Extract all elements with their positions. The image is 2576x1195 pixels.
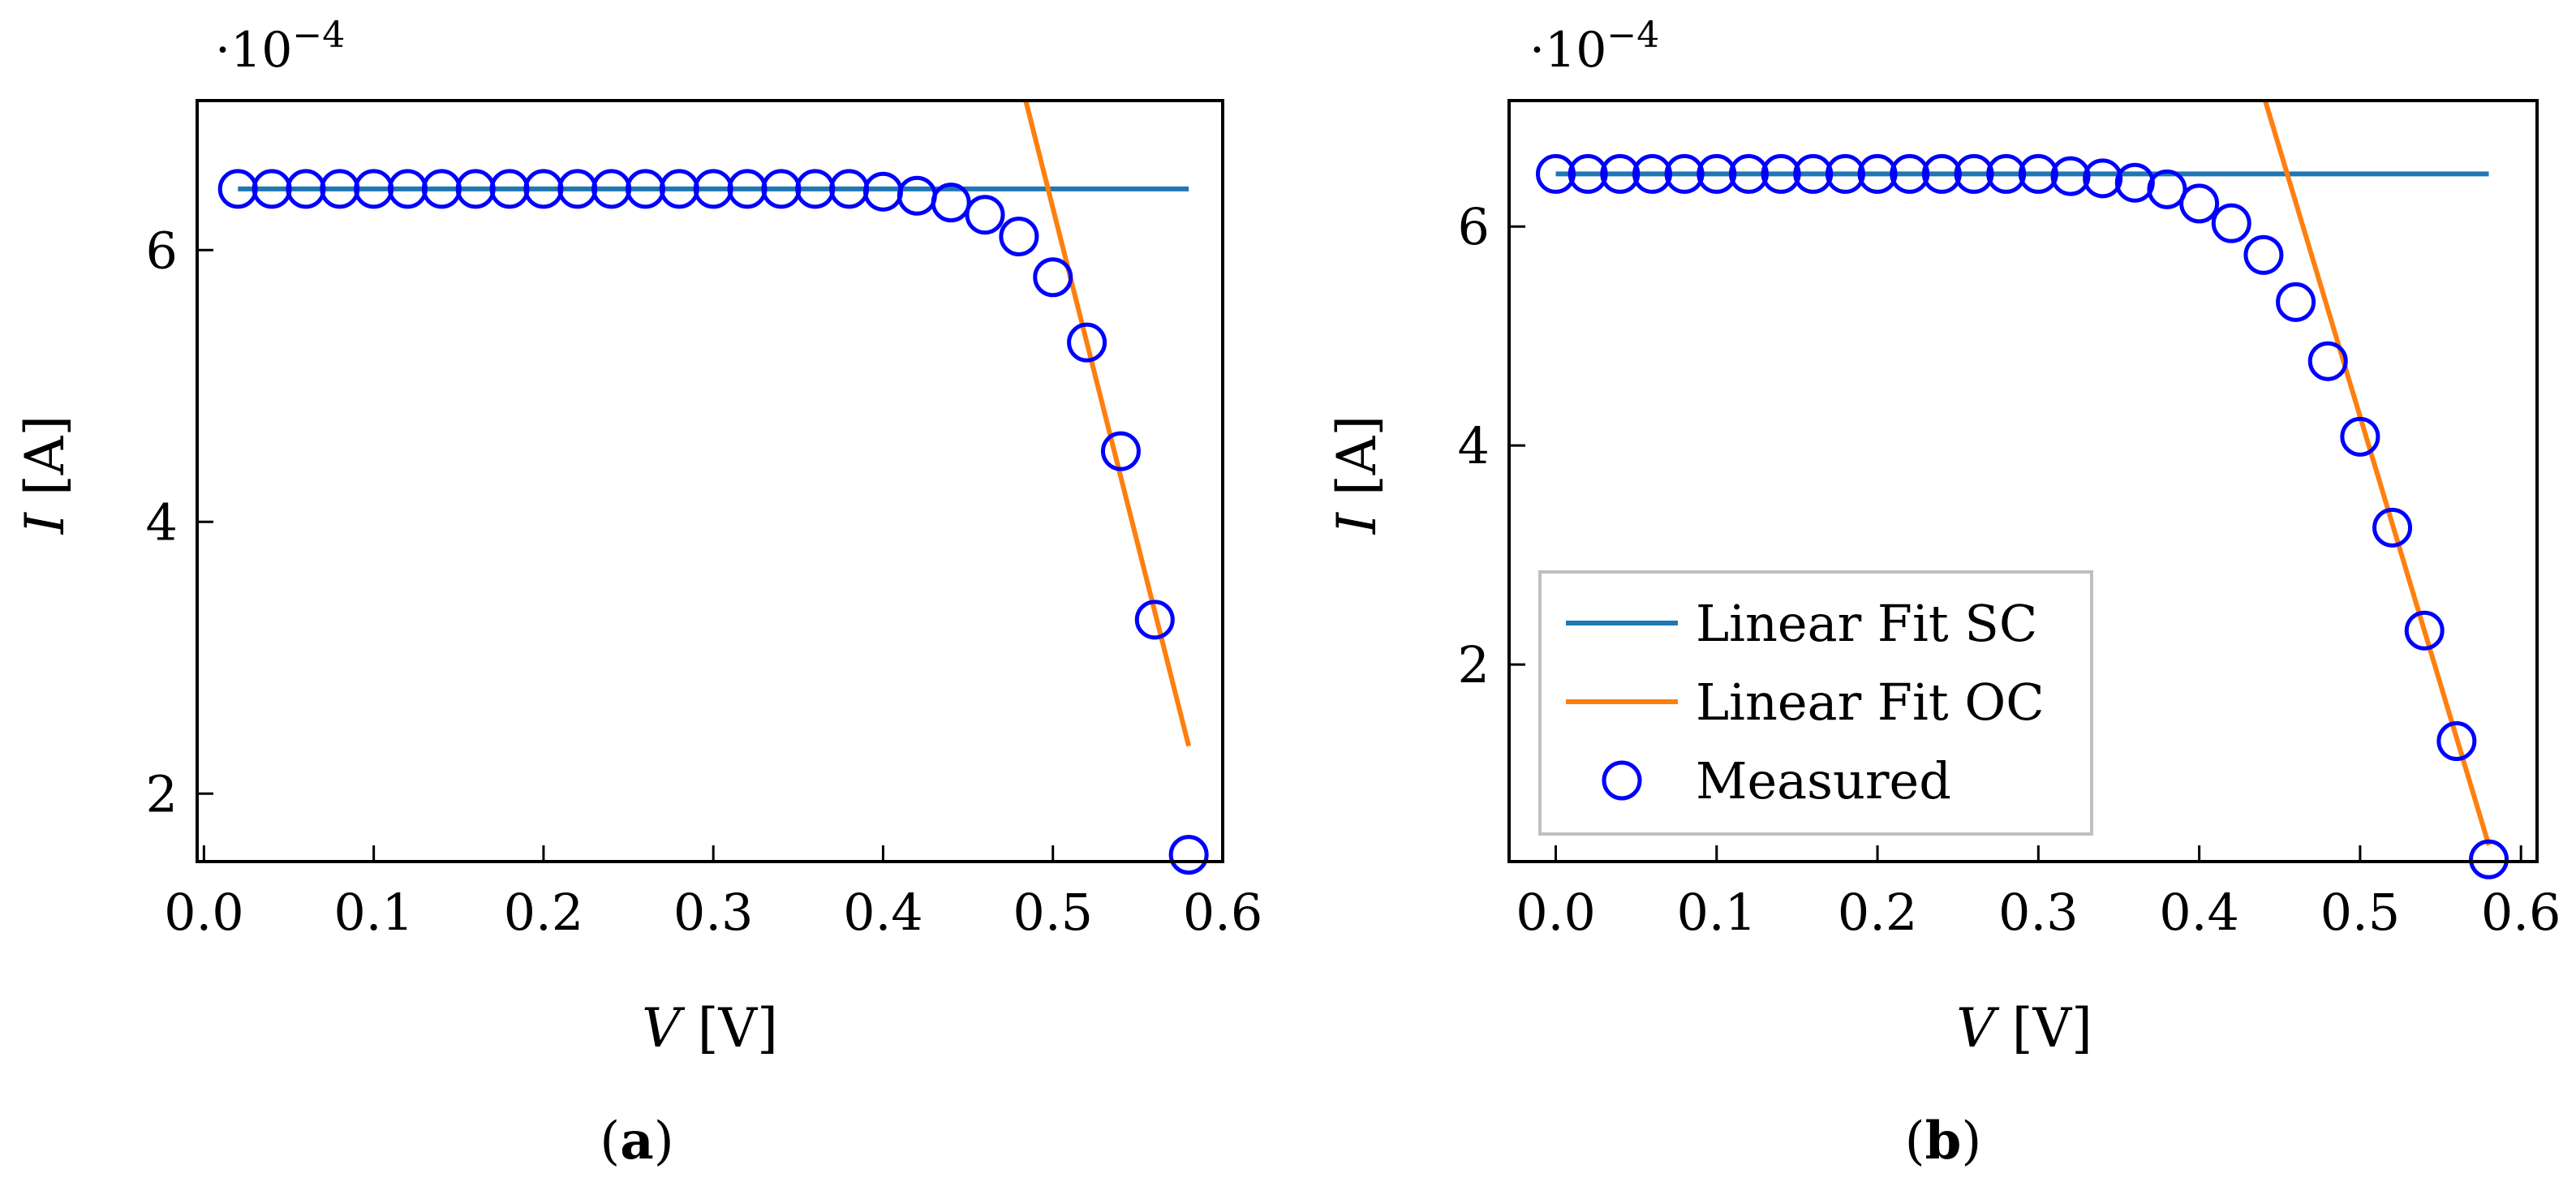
measured-point-b-15 [2018,153,2058,194]
x-tick-label-b-0.2: 0.2 [1838,883,1918,942]
measured-point-b-2 [1600,153,1641,194]
caption-b: (b) [1905,1111,1982,1171]
legend-b: Linear Fit SC Linear Fit OC Measured [1538,570,2093,836]
measured-point-b-11 [1890,153,1930,194]
linear-fit-oc-line-a [1023,100,1192,747]
y-multiplier-a: ·10−4 [215,15,345,79]
x-axis-label-a: V [V] [642,997,778,1060]
x-axis-label-b: V [V] [1956,997,2092,1060]
measured-point-b-6 [1728,153,1769,194]
measured-point-b-21 [2211,203,2251,243]
measured-point-a-23 [999,217,1039,256]
measured-point-b-12 [1921,153,1962,194]
x-tick-label-a-0.3: 0.3 [673,883,754,942]
x-tick-label-b-0.3: 0.3 [1998,883,2079,942]
measured-point-b-26 [2372,507,2413,548]
measured-points-b [1536,153,2509,879]
y-ticks-a: 2 4 6 [146,221,213,823]
measured-point-b-14 [1986,153,2027,194]
x-tick-label-a-0.4: 0.4 [843,883,923,942]
measured-point-b-29 [2469,839,2509,879]
y-tick-label-b-4: 4 [1458,416,1490,475]
x-tick-label-b-0.0: 0.0 [1516,883,1596,942]
y-axis-label-a: I [A] [14,415,76,535]
plot-frame-a [196,99,1224,863]
linear-fit-oc-line-b [2263,100,2492,846]
x-tick-label-a-0.6: 0.6 [1183,883,1263,942]
panel-b: ·10−4 2 4 6 0.0 0.1 0.2 0.3 0.4 0.5 0.6 Linear F… [1326,15,2561,1171]
measured-point-b-0 [1536,153,1576,194]
fit-lines-a [238,100,1192,747]
x-tick-label-b-0.5: 0.5 [2320,883,2401,942]
measured-point-b-8 [1793,153,1834,194]
measured-point-b-4 [1664,153,1705,194]
measured-point-b-22 [2243,234,2284,275]
x-tick-label-a-0.0: 0.0 [164,883,244,942]
measured-point-a-27 [1134,600,1175,640]
measured-point-b-18 [2114,162,2155,203]
x-tick-label-a-0.1: 0.1 [333,883,414,942]
measured-point-a-26 [1100,431,1141,471]
measured-point-b-19 [2147,169,2187,209]
legend-label-sc: Linear Fit SC [1696,594,2037,653]
y-multiplier-b: ·10−4 [1529,15,1659,79]
y-tick-label-a-2: 2 [146,764,178,823]
measured-point-b-5 [1697,153,1737,194]
x-tick-label-b-0.6: 0.6 [2481,883,2561,942]
legend-label-measured: Measured [1696,751,1951,810]
y-tick-label-b-6: 6 [1458,197,1490,256]
x-tick-label-a-0.5: 0.5 [1013,883,1093,942]
measured-point-b-24 [2307,341,2348,381]
caption-a: (a) [600,1111,673,1171]
x-ticks-a: 0.0 0.1 0.2 0.3 0.4 0.5 0.6 [164,845,1262,942]
measured-point-b-10 [1857,153,1898,194]
measured-point-a-25 [1067,322,1107,363]
measured-point-b-1 [1568,153,1608,194]
legend-label-oc: Linear Fit OC [1696,673,2045,732]
measured-point-b-16 [2050,156,2091,196]
measured-point-b-28 [2436,721,2477,762]
measured-point-b-13 [1954,153,1994,194]
measured-point-a-28 [1168,835,1209,875]
y-tick-label-b-2: 2 [1458,635,1490,694]
plot-frame-b [1507,99,2539,863]
measured-point-b-17 [2083,158,2123,199]
x-ticks-b: 0.0 0.1 0.2 0.3 0.4 0.5 0.6 [1516,845,2561,942]
y-ticks-b: 2 4 6 [1458,197,1525,694]
x-tick-label-b-0.1: 0.1 [1676,883,1757,942]
measured-point-a-21 [931,183,971,223]
x-tick-label-a-0.2: 0.2 [504,883,584,942]
legend-marker-measured [1602,760,1642,801]
measured-point-b-9 [1825,153,1865,194]
measured-point-b-25 [2340,416,2380,457]
y-axis-label-b: I [A] [1326,415,1388,535]
measured-point-b-20 [2179,183,2220,224]
y-tick-label-a-6: 6 [146,221,178,280]
measured-point-b-7 [1761,153,1801,194]
measured-point-b-3 [1632,153,1672,194]
measured-point-a-22 [965,195,1005,235]
y-tick-label-a-4: 4 [146,492,178,552]
measured-point-b-27 [2404,610,2445,651]
measured-point-b-23 [2276,282,2316,322]
x-tick-label-b-0.4: 0.4 [2159,883,2239,942]
measured-point-a-24 [1033,257,1073,298]
measured-points-a [217,169,1209,875]
panel-a: ·10−4 2 4 6 0.0 0.1 0.2 0.3 0.4 0.5 0.6 V [V] I … [14,15,1262,1171]
